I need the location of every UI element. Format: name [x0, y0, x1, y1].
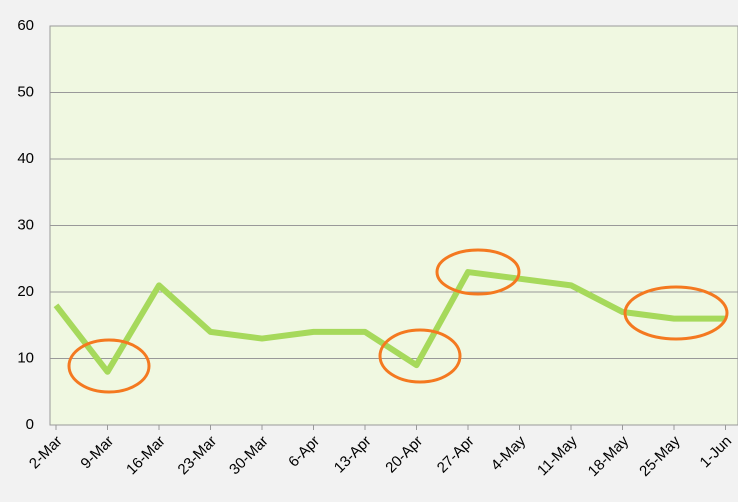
x-tick-label: 30-Mar [226, 433, 272, 479]
highlight-ellipse [435, 248, 521, 296]
x-tick-label: 16-Mar [123, 433, 169, 479]
annotations [67, 248, 729, 394]
data-line [53, 269, 726, 375]
highlight-ellipse [623, 285, 729, 341]
y-tick-label: 50 [17, 83, 34, 100]
y-tick-label: 40 [17, 150, 34, 167]
x-tick-label: 9-Mar [77, 433, 117, 473]
highlight-ellipse [67, 338, 151, 394]
y-tick-label: 10 [17, 349, 34, 366]
highlight-ellipse [378, 328, 462, 384]
x-tick-label: 23-Mar [175, 433, 221, 479]
x-tick-label: 27-Apr [434, 433, 478, 477]
x-tick-label: 20-Apr [382, 433, 426, 477]
x-tick-label: 11-May [534, 432, 581, 479]
x-tick-label: 18-May [585, 432, 633, 480]
x-tick-label: 13-Apr [331, 433, 375, 477]
x-tick-label: 2-Mar [26, 433, 66, 473]
y-tick-label: 60 [17, 17, 34, 34]
x-tick-label: 1-Jun [697, 433, 736, 472]
y-tick-label: 0 [26, 416, 34, 433]
x-tick-label: 6-Apr [285, 433, 323, 471]
x-tick-label: 25-May [636, 432, 684, 480]
y-tick-label: 20 [17, 283, 34, 300]
y-tick-label: 30 [17, 216, 34, 233]
x-tick-label: 4-May [488, 432, 530, 474]
